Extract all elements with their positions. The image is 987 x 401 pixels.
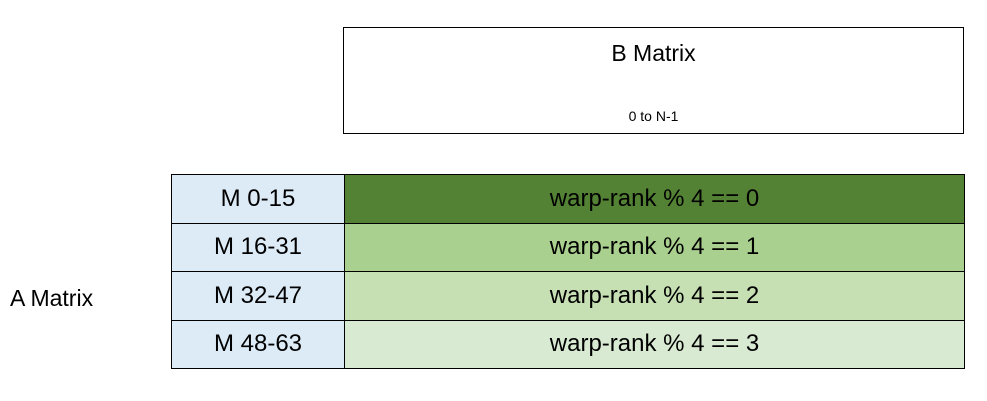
m-range-cell-0: M 0-15 — [172, 175, 345, 224]
grid-row-0: M 0-15 warp-rank % 4 == 0 — [172, 175, 965, 224]
b-matrix-title: B Matrix — [611, 40, 696, 66]
grid-row-3: M 48-63 warp-rank % 4 == 3 — [172, 320, 965, 369]
a-matrix-grid: M 0-15 warp-rank % 4 == 0 M 16-31 warp-r… — [171, 174, 965, 369]
warp-rank-cell-0: warp-rank % 4 == 0 — [345, 175, 965, 224]
warp-rank-cell-2: warp-rank % 4 == 2 — [345, 272, 965, 321]
grid-row-2: M 32-47 warp-rank % 4 == 2 — [172, 272, 965, 321]
m-range-cell-2: M 32-47 — [172, 272, 345, 321]
a-matrix-label: A Matrix — [10, 285, 94, 311]
grid-row-1: M 16-31 warp-rank % 4 == 1 — [172, 223, 965, 272]
m-range-cell-3: M 48-63 — [172, 320, 345, 369]
warp-rank-cell-3: warp-rank % 4 == 3 — [345, 320, 965, 369]
warp-rank-cell-1: warp-rank % 4 == 1 — [345, 223, 965, 272]
m-range-cell-1: M 16-31 — [172, 223, 345, 272]
b-matrix-box: B Matrix 0 to N-1 — [343, 27, 964, 134]
b-matrix-range: 0 to N-1 — [628, 108, 679, 124]
